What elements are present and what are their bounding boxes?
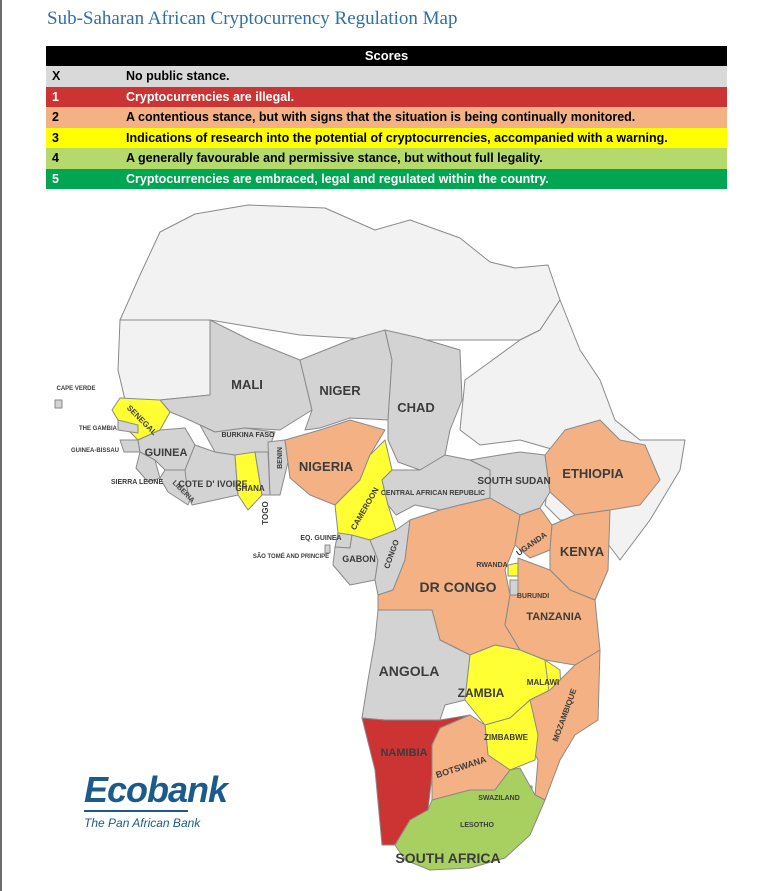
logo-underline <box>84 810 188 812</box>
legend-score-code: 4 <box>52 151 59 166</box>
country-label-cape-verde: CAPE VERDE <box>56 386 95 392</box>
country-label-namibia: NAMIBIA <box>380 747 427 759</box>
country-sao-tome[interactable] <box>324 544 331 554</box>
country-label-zimbabwe: ZIMBABWE <box>484 733 529 742</box>
ecobank-logo: Ecobank The Pan African Bank <box>84 769 228 830</box>
logo-tagline: The Pan African Bank <box>84 816 201 830</box>
legend-row-5: 5 Cryptocurrencies are embraced, legal an… <box>46 168 727 189</box>
country-label-swaziland: SWAZILAND <box>478 795 520 802</box>
country-cape-verde[interactable] <box>54 399 63 409</box>
country-label-benin: BENIN <box>277 447 284 469</box>
legend-row-4: 4 A generally favourable and permissive s… <box>46 148 727 169</box>
country-label-burundi: BURUNDI <box>517 593 549 600</box>
country-label-the-gambia: THE GAMBIA <box>79 426 118 432</box>
legend-score-code: 5 <box>52 171 59 186</box>
country-label-ethiopia: ETHIOPIA <box>562 466 624 481</box>
legend-score-description: Cryptocurrencies are embraced, legal and… <box>126 171 549 186</box>
legend-rows: X No public stance. 1 Cryptocurrencies are … <box>46 66 727 189</box>
page-title: Sub-Saharan African Cryptocurrency Regul… <box>47 8 458 29</box>
country-rwanda[interactable] <box>507 562 519 577</box>
north-africa-region <box>117 319 211 401</box>
country-label-guinea-bissau: GUINEA-BISSAU <box>71 448 119 454</box>
country-label-south-africa: SOUTH AFRICA <box>395 850 500 866</box>
country-benin[interactable] <box>267 439 289 496</box>
legend-score-code: X <box>52 69 61 84</box>
country-label-burkina-faso: BURKINA FASO <box>221 432 275 439</box>
country-label-tanzania: TANZANIA <box>526 611 581 623</box>
country-tanzania[interactable] <box>504 557 601 666</box>
logo-name: Ecobank <box>84 769 228 810</box>
country-label-ghana: GHANA <box>235 484 265 493</box>
country-label-cote-divoire: COTE D' IVOIRE <box>178 479 247 489</box>
country-the-gambia[interactable] <box>117 419 139 434</box>
country-label-rwanda: RWANDA <box>476 562 507 569</box>
country-label-guinea: GUINEA <box>145 447 188 459</box>
country-label-sao-tome: SÃO TOMÉ AND PRINCIPE <box>253 552 329 560</box>
country-label-car: CENTRAL AFRICAN REPUBLIC <box>381 490 485 497</box>
legend-score-description: No public stance. <box>126 69 230 84</box>
legend-score-description: Indications of research into the potenti… <box>126 130 668 145</box>
country-ethiopia[interactable] <box>544 419 661 516</box>
legend-score-code: 1 <box>52 89 59 104</box>
legend-score-code: 2 <box>52 110 59 125</box>
country-label-mali: MALI <box>231 377 263 392</box>
country-angola[interactable] <box>361 609 471 721</box>
legend-score-code: 3 <box>52 130 59 145</box>
country-south-sudan[interactable] <box>469 451 551 516</box>
country-niger[interactable] <box>299 329 393 431</box>
country-sierra-leone[interactable] <box>135 451 161 483</box>
country-label-dr-congo: DR CONGO <box>420 579 497 595</box>
country-label-kenya: KENYA <box>560 544 605 559</box>
country-south-africa[interactable] <box>394 767 546 871</box>
country-ghana[interactable] <box>234 451 263 511</box>
legend-score-description: A generally favourable and permissive st… <box>126 151 543 166</box>
legend-score-description: Cryptocurrencies are illegal. <box>126 89 295 104</box>
country-label-nigeria: NIGERIA <box>299 459 354 474</box>
country-label-eq-guinea: EQ. GUINEA <box>300 535 341 542</box>
legend-row-x: X No public stance. <box>46 66 727 87</box>
scores-legend: Scores X No public stance. 1 Cryptocurrenci… <box>46 46 727 189</box>
legend-row-3: 3 Indications of research into the potent… <box>46 127 727 148</box>
legend-row-1: 1 Cryptocurrencies are illegal. <box>46 86 727 107</box>
country-label-sierra-leone: SIERRA LEONE <box>111 479 164 486</box>
country-label-niger: NIGER <box>319 383 361 398</box>
country-label-south-sudan: SOUTH SUDAN <box>477 476 550 487</box>
country-guinea-bissau[interactable] <box>119 439 141 453</box>
country-label-malawi: MALAWI <box>527 678 559 687</box>
country-label-togo: TOGO <box>261 501 270 524</box>
country-label-lesotho: LESOTHO <box>460 822 494 829</box>
country-label-zambia: ZAMBIA <box>458 686 505 700</box>
country-label-chad: CHAD <box>397 400 435 415</box>
country-label-gabon: GABON <box>342 554 376 564</box>
legend-score-description: A contentious stance, but with signs tha… <box>126 110 636 125</box>
country-label-angola: ANGOLA <box>379 663 440 679</box>
legend-header: Scores <box>46 46 727 66</box>
legend-row-2: 2 A contentious stance, but with signs th… <box>46 107 727 128</box>
left-border-rule <box>0 0 2 891</box>
